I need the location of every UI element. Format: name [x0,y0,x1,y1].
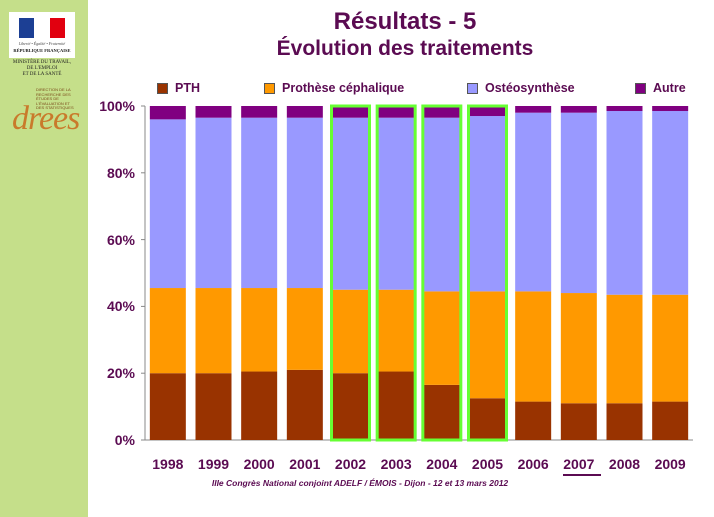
x-tick-label-2005: 2005 [471,456,504,472]
drees-logo: DIRECTION DE LA RECHERCHE DES ÉTUDES DE … [12,87,80,146]
bar-osteo-2002 [332,117,369,290]
x-tick-label-1999: 1999 [197,456,230,472]
french-flag-icon [19,18,65,38]
bar-prothese-2006 [515,291,552,402]
highlight-box-2002 [330,104,371,442]
sidebar: Liberté • Égalité • Fraternité RÉPUBLIQU… [0,0,88,517]
bar-prothese-2002 [332,289,369,374]
bar-prothese-1998 [149,288,186,374]
drees-full-name: DIRECTION DE LA RECHERCHE DES ÉTUDES DE … [36,87,74,111]
bar-autre-1999 [195,106,232,118]
bar-pth-2008 [606,403,643,440]
bar-osteo-2009 [652,111,689,295]
legend-label-prothese: Prothèse céphalique [282,81,405,95]
bar-osteo-2004 [423,117,460,292]
bar-autre-2000 [241,106,278,118]
bar-osteo-2005 [469,116,506,292]
bar-prothese-1999 [195,288,232,374]
bar-autre-2006 [515,106,552,113]
legend-swatch-pth [157,82,168,94]
bar-pth-2001 [286,369,323,440]
x-tick-label-2003: 2003 [380,456,412,472]
y-tick-label: 80% [106,164,135,181]
bar-pth-2005 [469,398,506,440]
x-tick-label-2008: 2008 [608,456,641,472]
bar-pth-2004 [423,384,460,440]
legend-item-pth: PTH [157,81,200,95]
bar-autre-2003 [378,106,415,118]
bar-autre-1998 [149,106,186,120]
bar-pth-2003 [378,371,415,440]
legend-label-pth: PTH [175,81,200,95]
bar-autre-2002 [332,106,369,118]
bar-prothese-2008 [606,294,643,404]
legend-label-autre: Autre [653,81,686,95]
bar-prothese-2005 [469,291,506,399]
bar-prothese-2001 [286,288,323,370]
bar-osteo-2000 [241,117,278,289]
bar-prothese-2004 [423,291,460,385]
bar-pth-2006 [515,401,552,440]
legend-item-osteo: Ostéosynthèse [467,81,575,95]
bar-pth-1998 [149,373,186,440]
legend-label-osteo: Ostéosynthèse [485,81,575,95]
bar-pth-2007 [560,403,597,440]
bar-autre-2005 [469,106,506,117]
bar-pth-2009 [652,401,689,440]
highlight-box-2003 [375,104,417,442]
chart-title: Résultats - 5 [333,8,477,35]
highlight-box-2005 [467,104,508,442]
logo-republic: RÉPUBLIQUE FRANÇAISE [13,48,71,53]
logo-motto: Liberté • Égalité • Fraternité [18,41,66,46]
footer-conference: IIIe Congrès National conjoint ADELF / É… [211,478,509,488]
highlight-box-2004 [421,104,463,442]
bar-prothese-2007 [560,293,597,404]
chart-subtitle: Évolution des traitements [276,37,534,60]
x-tick-label-2006: 2006 [517,456,549,472]
bar-osteo-2006 [515,112,552,292]
x-tick-label-2002: 2002 [334,456,367,472]
bar-prothese-2003 [378,289,415,372]
legend-swatch-autre [635,82,646,94]
republique-francaise-logo: Liberté • Égalité • Fraternité RÉPUBLIQU… [9,12,75,58]
x-tick-label-2001: 2001 [289,456,321,472]
legend-item-autre: Autre [635,81,686,95]
y-tick-label: 100% [99,98,135,114]
bar-prothese-2000 [241,288,278,372]
bar-osteo-2008 [606,111,643,295]
ministry-name: MINISTÈRE DU TRAVAIL, DE L'EMPLOI ET DE … [12,60,72,77]
x-tick-label-2000: 2000 [243,456,275,472]
x-tick-label-2004: 2004 [426,456,458,472]
y-tick-label: 0% [114,432,135,448]
bar-osteo-1999 [195,117,232,289]
bar-prothese-2009 [652,294,689,402]
bar-autre-2008 [606,106,643,112]
y-tick-label: 40% [106,298,135,315]
chart-legend: PTH Prothèse céphalique Ostéosynthèse Au… [157,81,697,97]
bar-osteo-2001 [286,117,323,289]
bar-pth-1999 [195,373,232,440]
bar-autre-2001 [286,106,323,118]
legend-swatch-prothese [264,82,275,94]
bar-autre-2007 [560,106,597,113]
x-tick-label-2007: 2007 [563,456,595,472]
y-tick-label: 60% [106,231,135,248]
bar-osteo-2007 [560,112,597,294]
year-2007-underline [563,474,601,476]
bar-autre-2004 [423,106,460,118]
bar-pth-2002 [332,373,369,440]
bar-pth-2000 [241,371,278,440]
x-tick-label-1998: 1998 [152,456,184,472]
drees-wordmark: drees [12,100,80,137]
legend-swatch-osteo [467,82,478,94]
bar-osteo-1998 [149,119,186,289]
y-tick-label: 20% [106,365,135,382]
bar-autre-2009 [652,106,689,112]
bar-osteo-2003 [378,117,415,290]
x-tick-label-2009: 2009 [654,456,686,472]
legend-item-prothese: Prothèse céphalique [264,81,404,95]
